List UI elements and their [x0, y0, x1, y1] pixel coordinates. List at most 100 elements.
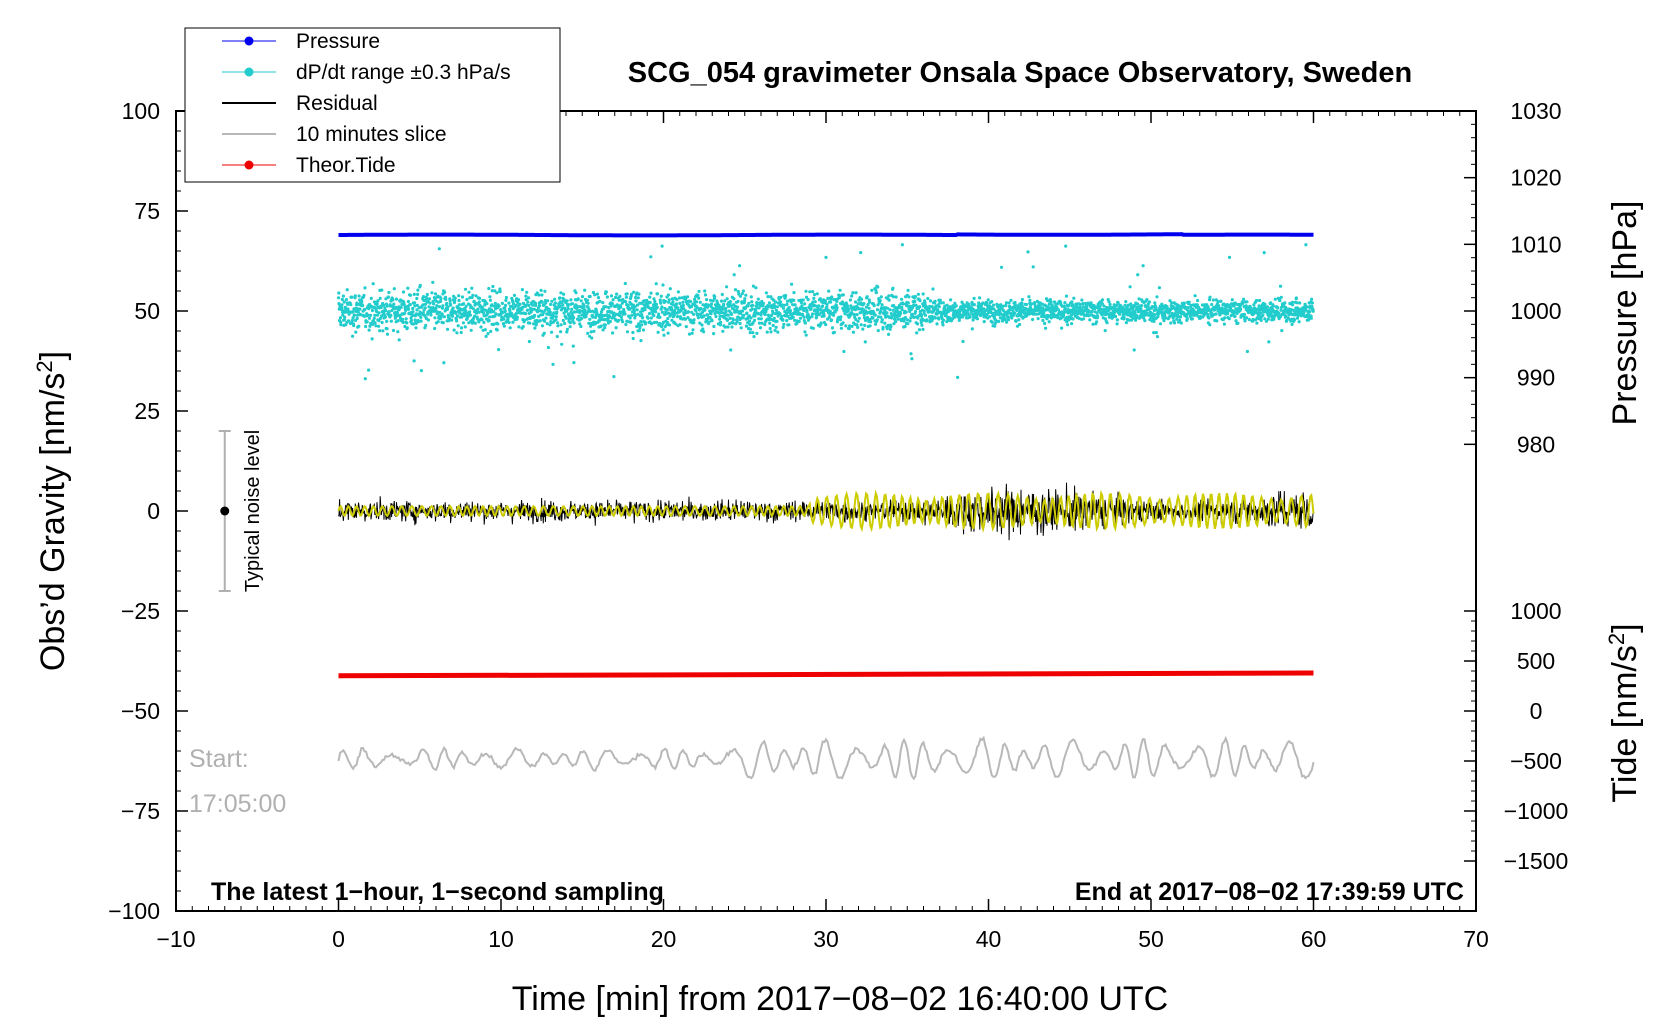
dpdt-point: [605, 295, 610, 299]
dpdt-point: [654, 282, 658, 286]
dpdt-point: [1196, 298, 1200, 303]
dpdt-point: [880, 318, 884, 322]
dpdt-point: [1245, 349, 1249, 354]
dpdt-point: [571, 344, 575, 348]
dpdt-point: [1157, 286, 1161, 290]
dpdt-point: [781, 306, 786, 310]
dpdt-point: [764, 291, 769, 295]
dpdt-point: [781, 325, 785, 329]
dpdt-point: [1176, 306, 1180, 310]
dpdt-point: [719, 320, 723, 324]
dpdt-point: [746, 304, 750, 308]
dpdt-point: [1045, 298, 1050, 303]
dpdt-point: [857, 298, 861, 302]
dpdt-point: [493, 289, 497, 293]
dpdt-point: [418, 283, 422, 288]
dpdt-point: [868, 324, 872, 328]
dpdt-point: [625, 292, 629, 296]
dpdt-point: [578, 322, 582, 326]
dpdt-point: [1227, 317, 1231, 321]
dpdt-point: [390, 308, 394, 313]
dpdt-point: [698, 321, 702, 325]
dpdt-point: [998, 310, 1002, 314]
dpdt-point: [770, 313, 774, 318]
dpdt-point: [429, 313, 433, 317]
dpdt-point: [393, 316, 397, 320]
dpdt-point: [623, 312, 627, 316]
dpdt-series: [336, 243, 1315, 381]
dpdt-point: [791, 303, 795, 307]
dpdt-point: [694, 309, 698, 313]
dpdt-point: [414, 326, 418, 330]
dpdt-point: [514, 311, 519, 316]
dpdt-point: [736, 289, 740, 294]
dpdt-point: [1017, 318, 1021, 322]
dpdt-point: [357, 294, 361, 298]
dpdt-point: [1208, 295, 1212, 299]
pressure-tick-labels: 1030 1020 1010 1000 990 980: [1510, 98, 1561, 457]
dpdt-point: [876, 329, 880, 333]
dpdt-point: [709, 298, 713, 302]
dpdt-point: [785, 299, 790, 303]
dpdt-point: [646, 316, 650, 320]
dpdt-point: [906, 288, 910, 292]
dpdt-point: [949, 298, 953, 302]
legend-box: [184, 27, 561, 183]
dpdt-point: [445, 307, 449, 311]
dpdt-point: [1292, 318, 1297, 322]
tide-tick-label: 0: [1530, 698, 1543, 724]
dpdt-point: [428, 301, 432, 305]
dpdt-point: [611, 298, 615, 302]
dpdt-point: [741, 309, 745, 313]
dpdt-point: [568, 321, 572, 325]
dpdt-point: [353, 294, 357, 298]
dpdt-point: [867, 306, 871, 310]
dpdt-point: [498, 290, 502, 294]
dpdt-point: [555, 310, 559, 314]
dpdt-point: [749, 295, 753, 299]
dpdt-point: [775, 319, 779, 323]
dpdt-point: [891, 286, 895, 290]
dpdt-point: [1028, 298, 1032, 302]
dpdt-point: [427, 305, 431, 309]
dpdt-point: [521, 325, 525, 329]
dpdt-point: [887, 298, 891, 302]
dpdt-point: [491, 284, 495, 289]
dpdt-point: [470, 286, 474, 290]
dpdt-point: [795, 321, 799, 326]
dpdt-point: [1304, 308, 1308, 312]
dpdt-point: [906, 301, 910, 305]
dpdt-point: [442, 315, 446, 319]
dpdt-point: [592, 310, 596, 314]
dpdt-point: [1091, 322, 1095, 326]
dpdt-point: [524, 312, 528, 316]
dpdt-point: [1215, 319, 1219, 323]
dpdt-point: [355, 313, 360, 317]
dpdt-point: [601, 301, 605, 305]
dpdt-point: [560, 306, 565, 310]
dpdt-point: [579, 299, 583, 303]
dpdt-point: [654, 310, 658, 314]
dpdt-point: [1103, 329, 1107, 333]
dpdt-point: [847, 307, 851, 311]
sampling-note: The latest 1−hour, 1−second sampling: [211, 878, 664, 906]
dpdt-point: [562, 292, 566, 296]
dpdt-point: [375, 302, 379, 306]
dpdt-point: [358, 307, 362, 311]
dpdt-point: [565, 327, 570, 331]
dpdt-point: [1154, 306, 1158, 310]
dpdt-point: [752, 318, 757, 322]
dpdt-point: [1178, 315, 1183, 319]
dpdt-point: [380, 288, 384, 292]
pressure-axis-title: Pressure [hPa]: [1606, 201, 1644, 426]
y-axis-title-left: Obs’d Gravity [nm/s2]: [32, 351, 72, 671]
dpdt-point: [677, 296, 682, 300]
slice-start-label: Start:: [189, 745, 249, 773]
dpdt-point: [471, 319, 475, 324]
dpdt-point: [1142, 316, 1146, 320]
dpdt-point: [414, 321, 418, 325]
dpdt-point: [1161, 316, 1165, 320]
dpdt-point: [1236, 321, 1240, 325]
dpdt-point: [784, 293, 788, 298]
